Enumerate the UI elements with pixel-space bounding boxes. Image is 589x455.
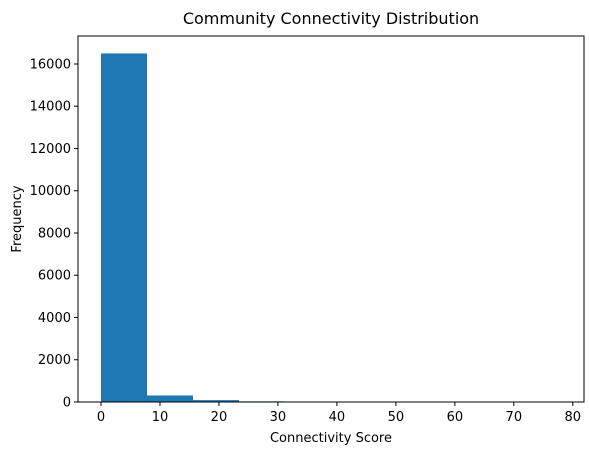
x-axis-ticks: 0 10 20 30 40 50 60 70 80 xyxy=(97,402,581,425)
bars-group xyxy=(101,53,561,403)
y-tick-label: 14000 xyxy=(30,100,71,115)
x-tick-label: 80 xyxy=(565,410,582,425)
y-tick-label: 8000 xyxy=(38,226,71,241)
x-tick-label: 0 xyxy=(97,410,105,425)
y-tick-label: 6000 xyxy=(38,269,71,284)
y-axis-ticks: 0 2000 4000 6000 8000 10000 12000 14000 16000 xyxy=(30,57,78,411)
y-tick-label: 12000 xyxy=(30,142,71,157)
histogram-bar-2 xyxy=(147,395,193,402)
histogram-bar-3 xyxy=(193,400,239,402)
chart-title: Community Connectivity Distribution xyxy=(183,9,479,28)
y-axis-label: Frequency xyxy=(10,185,25,252)
y-tick-label: 16000 xyxy=(30,57,71,72)
y-tick-label: 2000 xyxy=(38,353,71,368)
x-tick-label: 10 xyxy=(152,410,169,425)
y-tick-label: 10000 xyxy=(30,184,71,199)
x-axis-label: Connectivity Score xyxy=(270,431,392,446)
x-tick-label: 20 xyxy=(211,410,228,425)
x-tick-label: 70 xyxy=(506,410,523,425)
histogram-bar-1 xyxy=(101,53,147,403)
y-tick-label: 0 xyxy=(63,396,71,411)
y-tick-label: 4000 xyxy=(38,311,71,326)
x-tick-label: 30 xyxy=(270,410,287,425)
x-tick-label: 50 xyxy=(388,410,405,425)
plot-frame xyxy=(77,35,585,403)
x-tick-label: 60 xyxy=(447,410,464,425)
x-tick-label: 40 xyxy=(329,410,346,425)
